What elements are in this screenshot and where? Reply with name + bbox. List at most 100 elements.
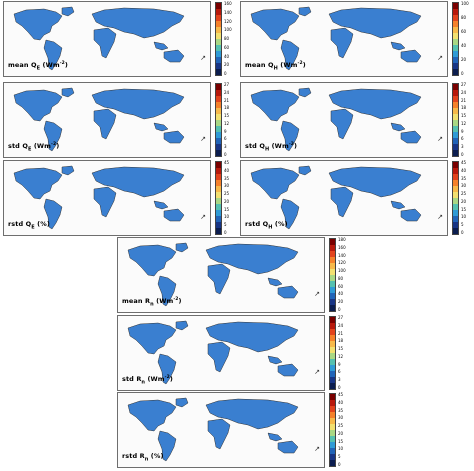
colorbar-segment	[330, 430, 335, 436]
colorbar-segment	[453, 162, 458, 168]
colorbar-segment	[330, 436, 335, 442]
continent-shape	[205, 243, 299, 275]
colorbar-segment	[216, 102, 221, 108]
colorbar-tick-label: 10	[461, 214, 467, 220]
panel-std-rn: std Rn (Wm-2) ↗ 27 24 21 18 15 12 9 6 3 0	[117, 315, 346, 391]
continent-shape	[127, 322, 177, 355]
continent-shape	[298, 87, 312, 98]
colorbar-tick-label: 9	[224, 128, 227, 134]
colorbar-segment	[330, 460, 335, 466]
continent-shape	[267, 355, 283, 365]
colorbar-segment	[216, 138, 221, 144]
colorbar-tick-label: 3	[224, 144, 227, 150]
north-arrow-icon: ↗	[200, 54, 206, 62]
map-svg	[127, 397, 299, 462]
colorbar-tick-label: 20	[224, 198, 230, 204]
colorbar-segment	[216, 45, 221, 51]
world-map-std-qe: std QE (Wm-2) ↗	[3, 82, 211, 158]
colorbar-segment	[453, 192, 458, 198]
continent-shape	[328, 7, 422, 39]
colorbar-segment	[330, 371, 335, 377]
colorbar-segment	[453, 69, 458, 75]
colorbar-tick-label: 100	[461, 1, 469, 6]
colorbar-segment	[453, 90, 458, 96]
colorbar-ticks: 45 40 35 30 25 20 15 10 5 0	[338, 393, 352, 467]
colorbar-segment	[216, 108, 221, 114]
colorbar-segment	[453, 120, 458, 126]
colorbar-tick-label: 15	[461, 206, 467, 212]
colorbar-segment	[453, 9, 458, 15]
colorbar-segment	[453, 45, 458, 51]
continent-shape	[298, 165, 312, 176]
map-label: std QE (Wm-2)	[8, 141, 60, 152]
colorbar-segment	[330, 257, 335, 263]
colorbar-segment	[216, 222, 221, 228]
continent-shape	[13, 8, 63, 41]
colorbar-tick-label: 0	[224, 71, 227, 76]
continent-shape	[205, 321, 299, 353]
colorbar-tick-label: 40	[338, 399, 344, 405]
north-arrow-icon: ↗	[314, 445, 320, 453]
colorbar-tick-label: 160	[224, 1, 232, 6]
colorbar-segment	[330, 335, 335, 341]
colorbar-segment	[330, 454, 335, 460]
continent-shape	[400, 49, 422, 63]
colorbar-segment	[216, 210, 221, 216]
colorbar-segment	[453, 27, 458, 33]
continent-shape	[93, 108, 117, 140]
north-arrow-icon: ↗	[314, 368, 320, 376]
continent-shape	[267, 432, 283, 442]
continent-shape	[175, 320, 189, 331]
colorbar-segment	[216, 228, 221, 234]
colorbar-tick-label: 20	[461, 198, 467, 204]
colorbar-tick-label: 120	[338, 260, 346, 266]
continent-shape	[207, 263, 231, 295]
colorbar-segment	[453, 228, 458, 234]
map-label: mean Rn (Wm-2)	[122, 296, 182, 307]
continent-shape	[250, 8, 300, 41]
colorbar-segment	[330, 293, 335, 299]
colorbar-tick-label: 6	[224, 136, 227, 142]
colorbar	[452, 161, 459, 235]
colorbar-tick-label: 0	[461, 71, 464, 76]
colorbar-tick-label: 15	[461, 113, 467, 119]
colorbar-tick-label: 5	[461, 222, 464, 228]
colorbar-tick-label: 20	[224, 62, 230, 68]
map-label: mean QE (Wm-2)	[8, 60, 68, 71]
continent-shape	[43, 198, 63, 230]
colorbar-tick-label: 0	[461, 230, 464, 235]
colorbar-tick-label: 60	[338, 283, 344, 289]
colorbar-tick-label: 27	[461, 82, 467, 87]
colorbar-segment	[330, 359, 335, 365]
colorbar-segment	[453, 63, 458, 69]
colorbar-tick-label: 140	[224, 9, 232, 15]
colorbar-segment	[453, 186, 458, 192]
colorbar-tick-label: 40	[338, 291, 344, 297]
colorbar-ticks: 100 80 60 40 20 0	[461, 2, 474, 76]
colorbar	[329, 238, 336, 312]
colorbar-tick-label: 80	[224, 36, 230, 41]
colorbar-segment	[216, 132, 221, 138]
colorbar-segment	[216, 198, 221, 204]
colorbar-segment	[330, 394, 335, 400]
map-label: mean QH (Wm-2)	[245, 60, 306, 71]
map-label: rstd Rn (%)	[122, 451, 164, 462]
colorbar-tick-label: 25	[224, 191, 230, 197]
colorbar-tick-label: 0	[461, 152, 464, 157]
north-arrow-icon: ↗	[200, 135, 206, 143]
colorbar-segment	[453, 198, 458, 204]
colorbar-tick-label: 9	[461, 128, 464, 134]
continent-shape	[390, 122, 406, 132]
continent-shape	[250, 167, 300, 200]
colorbar-segment	[453, 168, 458, 174]
colorbar	[329, 316, 336, 390]
colorbar-tick-label: 45	[461, 160, 467, 165]
colorbar-tick-label: 27	[338, 315, 344, 320]
colorbar-ticks: 45 40 35 30 25 20 15 10 5 0	[461, 161, 474, 235]
colorbar-tick-label: 15	[224, 113, 230, 119]
colorbar-segment	[330, 305, 335, 311]
colorbar-tick-label: 24	[461, 89, 467, 95]
colorbar-tick-label: 140	[338, 252, 346, 258]
colorbar-segment	[453, 174, 458, 180]
continent-shape	[330, 27, 354, 59]
